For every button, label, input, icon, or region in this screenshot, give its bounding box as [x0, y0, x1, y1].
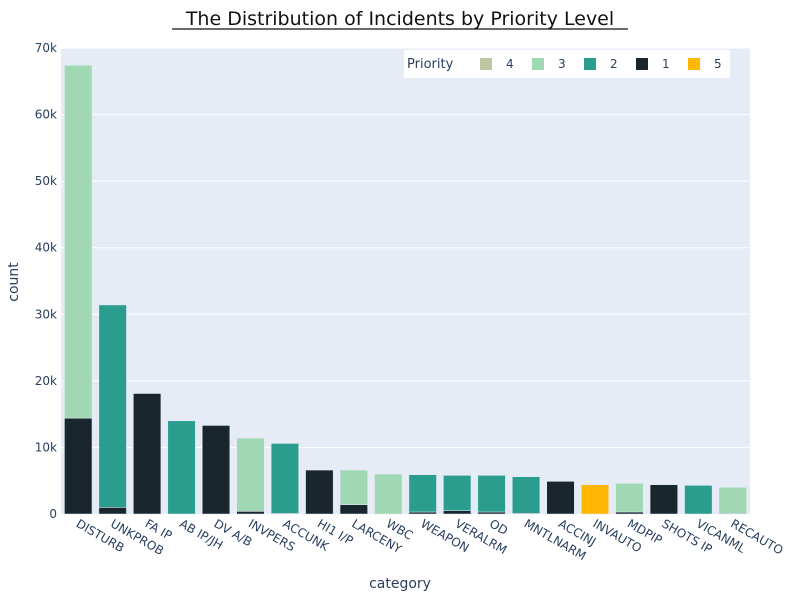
bar-segment-priority-1: [649, 484, 678, 515]
y-tick-label: 30k: [35, 307, 57, 321]
bar-segment-priority-2: [270, 443, 299, 514]
bar-segment-priority-2: [443, 475, 472, 511]
legend-swatch: [688, 58, 700, 70]
chart-title-text: The Distribution of Incidents by Priorit…: [185, 8, 614, 30]
y-tick-label: 10k: [35, 440, 57, 454]
bar-segment-priority-1: [64, 417, 93, 515]
legend-label: 1: [662, 57, 670, 71]
x-axis-label: category: [369, 576, 431, 592]
bar-segment-priority-5: [580, 484, 610, 515]
bar-segment-priority-3: [718, 487, 747, 514]
y-tick-label: 60k: [35, 108, 57, 122]
y-tick-label: 20k: [35, 374, 57, 388]
bar-segment-priority-1: [443, 510, 472, 515]
y-tick-label: 40k: [35, 241, 57, 255]
bar-segment-priority-3: [236, 437, 265, 512]
y-axis-label: count: [6, 262, 22, 302]
bar-segment-priority-3: [64, 65, 93, 419]
bar-segment-priority-1: [339, 504, 368, 515]
bar-segment-priority-1: [133, 393, 162, 515]
bar-segment-priority-3: [339, 469, 368, 505]
legend-item-priority-3[interactable]: 3: [532, 57, 566, 71]
y-tick-label: 0: [49, 507, 57, 521]
legend-label: 2: [610, 57, 618, 71]
legend-label: 4: [506, 57, 514, 71]
bar-segment-priority-1: [201, 425, 231, 515]
bar-segment-priority-3: [615, 483, 644, 513]
bar-segment-priority-1: [546, 481, 575, 515]
bar-segment-priority-2: [684, 485, 713, 515]
bar-segment-priority-1: [98, 507, 127, 515]
legend-swatch: [480, 58, 492, 70]
bar-segment-priority-1: [408, 511, 437, 515]
y-tick-label: 50k: [35, 174, 57, 188]
bar-segment-priority-1: [615, 511, 644, 515]
legend-swatch: [636, 58, 648, 70]
bar-segment-priority-1: [305, 469, 334, 515]
legend[interactable]: Priority 4 3 2 1 5: [404, 50, 730, 78]
legend-item-priority-4[interactable]: 4: [480, 57, 514, 71]
y-axis-ticks: 0 10k 20k 30k 40k 50k 60k 70k: [35, 41, 57, 521]
bar-segment-priority-2: [512, 476, 541, 514]
bar-segment-priority-1: [477, 511, 506, 515]
legend-swatch: [532, 58, 544, 70]
chart-title: The Distribution of Incidents by Priorit…: [172, 8, 628, 30]
legend-item-priority-5[interactable]: 5: [688, 57, 722, 71]
legend-label: 3: [558, 57, 566, 71]
legend-box: [404, 50, 730, 78]
y-tick-label: 70k: [35, 41, 57, 55]
bar-segment-priority-2: [477, 475, 506, 513]
legend-item-priority-2[interactable]: 2: [584, 57, 618, 71]
bar-segment-priority-2: [98, 304, 127, 508]
bar-segment-priority-3: [374, 473, 403, 515]
legend-swatch: [584, 58, 596, 70]
bar-segment-priority-2: [167, 420, 196, 515]
plot-area: [61, 48, 750, 514]
legend-title: Priority: [407, 57, 454, 72]
bars: [64, 65, 747, 515]
bar-segment-priority-1: [236, 511, 265, 515]
bar-segment-priority-2: [408, 474, 437, 513]
legend-item-priority-1[interactable]: 1: [636, 57, 670, 71]
legend-label: 5: [714, 57, 722, 71]
